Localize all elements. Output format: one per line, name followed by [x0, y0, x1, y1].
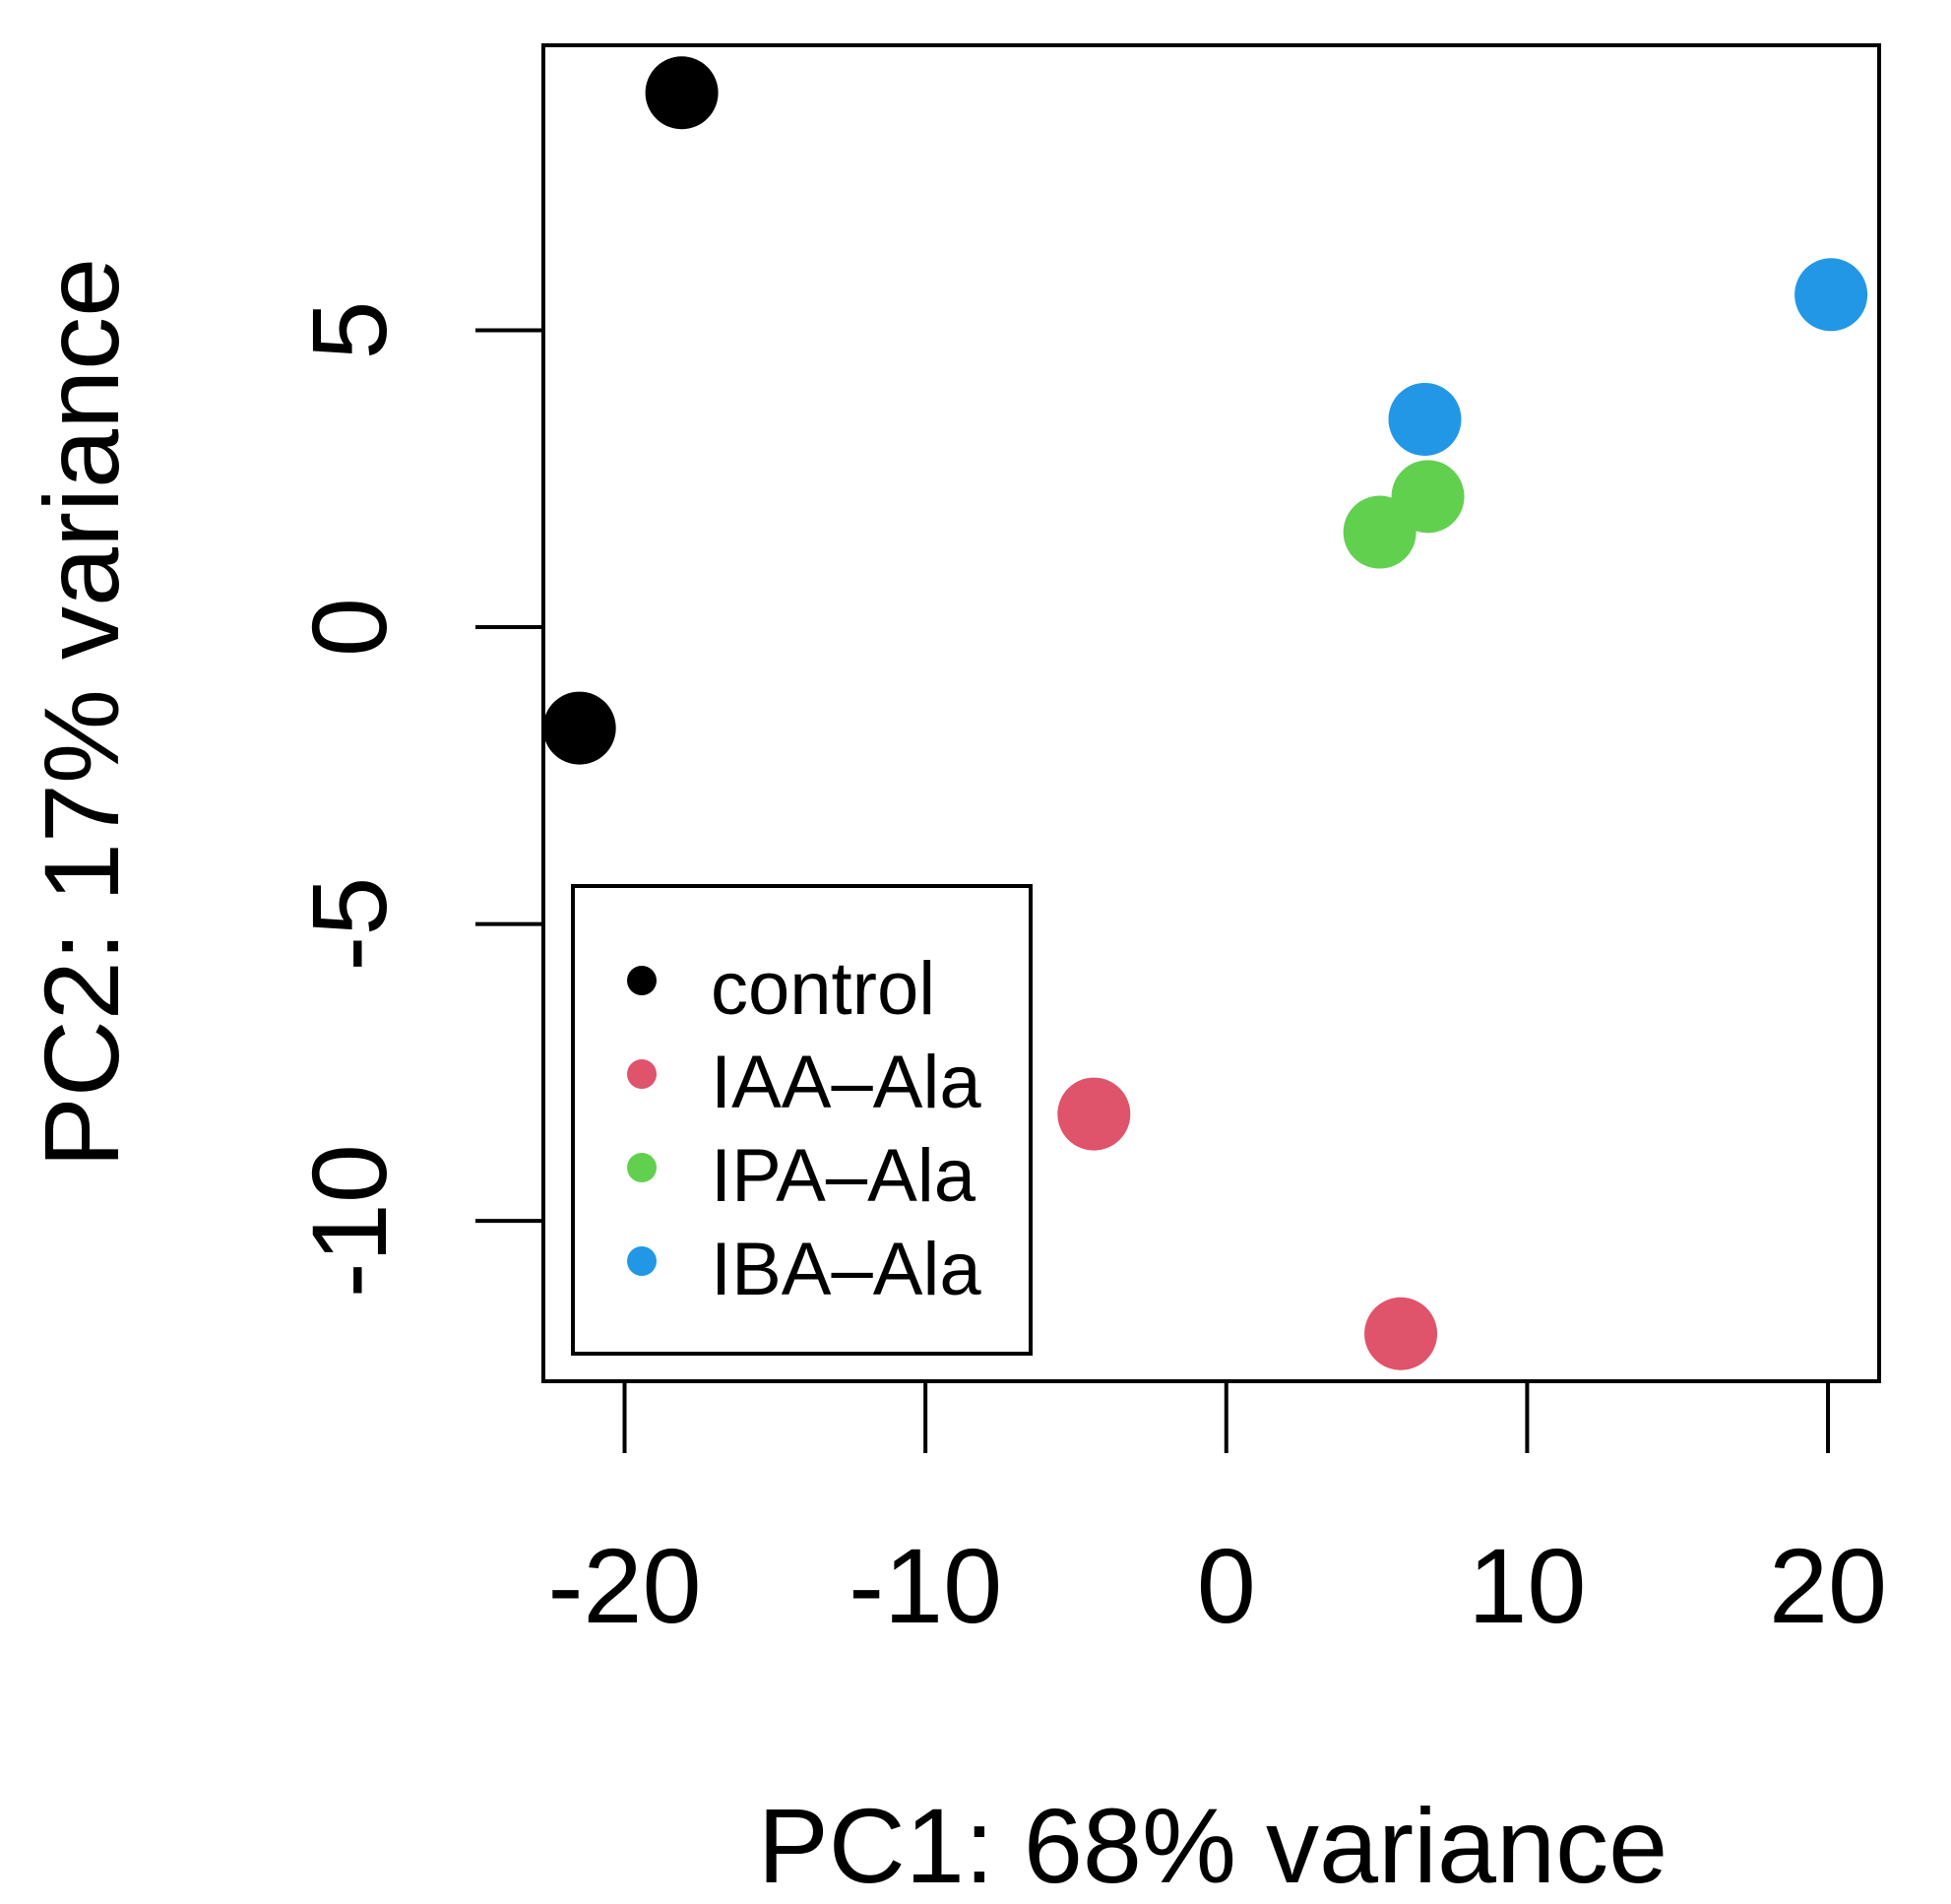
x-axis-label: PC1: 68% variance [758, 1786, 1668, 1904]
legend-marker [627, 1153, 657, 1182]
y-tick-label: 5 [289, 300, 409, 359]
data-point [1343, 495, 1416, 569]
x-tick-label: 20 [1769, 1526, 1887, 1645]
data-point [1057, 1077, 1131, 1151]
data-point [1794, 258, 1868, 332]
x-tick-label: -10 [849, 1526, 1002, 1645]
x-axis: -20 -10 0 10 20 [547, 1379, 1887, 1645]
data-point [542, 691, 616, 765]
x-tick-label: 0 [1197, 1526, 1256, 1645]
data-point [645, 56, 719, 130]
legend-box [571, 884, 1033, 1356]
y-tick-label: -5 [289, 877, 409, 972]
legend-marker [627, 1059, 657, 1089]
legend-label: control [711, 947, 935, 1031]
y-tick-label: 0 [289, 598, 409, 657]
x-tick-label: -20 [547, 1526, 701, 1645]
y-axis: -10 -5 0 5 [289, 300, 545, 1298]
legend: control IAA–Ala IPA–Ala IBA–Ala [571, 884, 1033, 1356]
legend-marker [627, 966, 657, 995]
data-points [542, 56, 1868, 1370]
x-tick-label: 10 [1468, 1526, 1586, 1645]
data-point [1388, 382, 1462, 456]
y-axis-label: PC2: 17% variance [22, 258, 141, 1169]
y-tick-label: -10 [289, 1144, 409, 1298]
data-point [1364, 1297, 1438, 1370]
legend-label: IAA–Ala [711, 1041, 981, 1124]
legend-label: IBA–Ala [711, 1228, 981, 1311]
legend-label: IPA–Ala [711, 1134, 976, 1218]
legend-marker [627, 1246, 657, 1276]
